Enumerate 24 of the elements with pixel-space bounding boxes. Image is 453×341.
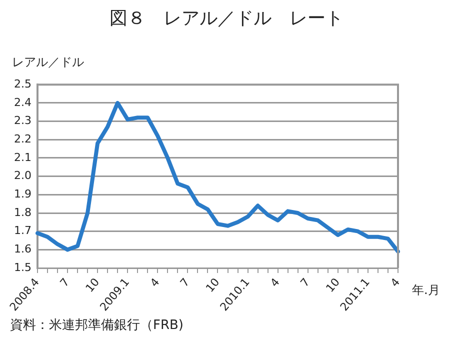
y-tick-label: 2.2 bbox=[14, 132, 32, 146]
chart-title: 図８ レアル／ドル レート bbox=[108, 7, 344, 30]
y-tick-label: 2.4 bbox=[14, 96, 32, 109]
x-tick-label: 4 bbox=[388, 276, 402, 290]
x-tick-label: 4 bbox=[268, 276, 282, 290]
y-tick-label: 2.5 bbox=[14, 77, 32, 90]
x-axis-title: 年.月 bbox=[412, 282, 440, 299]
x-tick-label: 7 bbox=[298, 276, 312, 290]
x-tick-label: 7 bbox=[178, 276, 192, 290]
x-tick-label: 10 bbox=[83, 276, 102, 295]
y-tick-label: 1.5 bbox=[14, 260, 32, 274]
y-tick-label: 2.1 bbox=[14, 150, 32, 164]
y-tick-label: 1.8 bbox=[14, 206, 32, 219]
x-tick-label: 10 bbox=[203, 276, 222, 295]
y-tick-label: 2.0 bbox=[14, 169, 32, 182]
x-tick-label: 4 bbox=[148, 276, 162, 290]
y-axis-title: レアル／ドル bbox=[12, 54, 84, 71]
text: 資料：米連邦準備銀行（FRB) bbox=[10, 317, 184, 334]
x-tick-label: 10 bbox=[323, 276, 342, 295]
x-tick-label: 7 bbox=[58, 276, 72, 290]
y-tick-label: 2.3 bbox=[14, 114, 32, 128]
y-tick-label: 1.9 bbox=[14, 188, 32, 201]
y-tick-label: 1.7 bbox=[14, 224, 32, 238]
y-tick-label: 1.6 bbox=[14, 242, 32, 256]
